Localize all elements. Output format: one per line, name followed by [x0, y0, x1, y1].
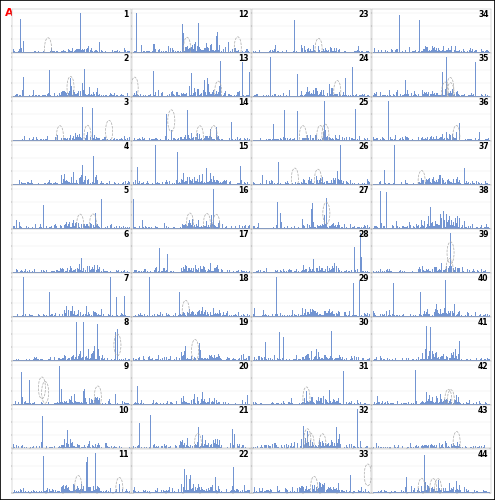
Text: 25: 25 — [358, 98, 369, 108]
Text: 6: 6 — [123, 230, 129, 239]
Text: 2: 2 — [123, 54, 129, 64]
Text: 4: 4 — [123, 142, 129, 152]
Text: 19: 19 — [238, 318, 248, 328]
Text: 13: 13 — [238, 54, 248, 64]
Text: 30: 30 — [358, 318, 369, 328]
Text: 33: 33 — [358, 450, 369, 460]
Text: 38: 38 — [478, 186, 489, 196]
Text: 40: 40 — [478, 274, 489, 283]
Text: 18: 18 — [238, 274, 248, 283]
Text: 44: 44 — [478, 450, 489, 460]
Text: 17: 17 — [238, 230, 248, 239]
Text: 39: 39 — [478, 230, 489, 239]
Text: 15: 15 — [238, 142, 248, 152]
Text: 9: 9 — [123, 362, 129, 372]
Text: 11: 11 — [118, 450, 129, 460]
Text: 23: 23 — [358, 10, 369, 20]
Text: 14: 14 — [238, 98, 248, 108]
Text: 35: 35 — [478, 54, 489, 64]
Text: 34: 34 — [478, 10, 489, 20]
Text: 1: 1 — [123, 10, 129, 20]
Text: 41: 41 — [478, 318, 489, 328]
Text: 24: 24 — [358, 54, 369, 64]
Text: 5: 5 — [123, 186, 129, 196]
Text: 26: 26 — [358, 142, 369, 152]
Text: 43: 43 — [478, 406, 489, 416]
Text: 12: 12 — [238, 10, 248, 20]
Text: 37: 37 — [478, 142, 489, 152]
Text: 27: 27 — [358, 186, 369, 196]
Text: 21: 21 — [238, 406, 248, 416]
Text: 31: 31 — [358, 362, 369, 372]
Text: 29: 29 — [358, 274, 369, 283]
Text: 8: 8 — [123, 318, 129, 328]
Text: A: A — [5, 8, 13, 18]
Text: 28: 28 — [358, 230, 369, 239]
Text: 3: 3 — [123, 98, 129, 108]
Text: 32: 32 — [358, 406, 369, 416]
Text: 36: 36 — [478, 98, 489, 108]
Text: 42: 42 — [478, 362, 489, 372]
Text: 22: 22 — [238, 450, 248, 460]
Text: 20: 20 — [238, 362, 248, 372]
Text: 7: 7 — [123, 274, 129, 283]
Text: 10: 10 — [118, 406, 129, 416]
Text: 16: 16 — [238, 186, 248, 196]
